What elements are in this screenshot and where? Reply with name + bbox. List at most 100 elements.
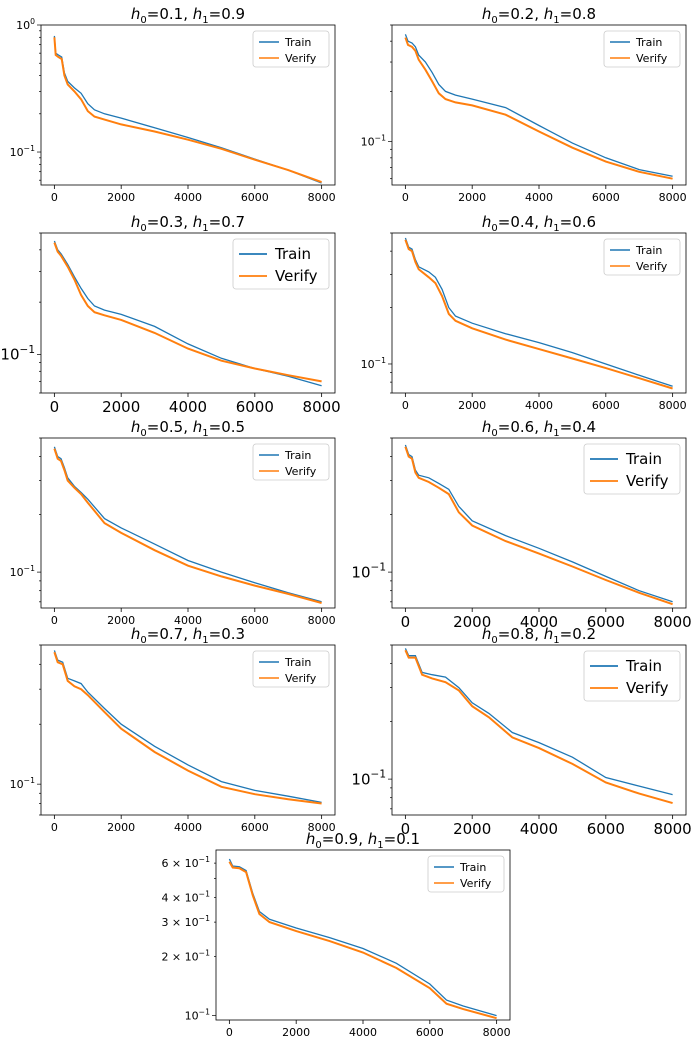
subplot-3: h0=0.3, h1=0.7 0 2000 4000 6000 8000 10−1 Train… (0, 213, 340, 416)
title-h0-value: =0.8, (498, 625, 544, 643)
y-tick-label: 4 × 10−1 (161, 890, 210, 905)
legend-label-verify: Verify (626, 679, 669, 697)
title-h1-value: =0.7 (209, 213, 245, 231)
title-h1-value: =0.1 (384, 830, 420, 848)
title-h-symbol: h (482, 5, 492, 23)
x-tick-label: 2000 (107, 191, 135, 204)
subplot-title: h0=0.2, h1=0.8 (482, 5, 596, 26)
y-tick-label: 10−1 (351, 562, 386, 582)
legend-label-train: Train (284, 36, 311, 49)
series-line-verify (404, 649, 673, 805)
legend: Train Verify (252, 443, 330, 481)
series-line-train (53, 240, 322, 387)
legend-label-train: Train (635, 244, 662, 257)
x-tick-label: 8000 (303, 398, 341, 416)
title-h-symbol: h (131, 5, 141, 23)
legend-label-verify: Verify (285, 465, 317, 478)
title-h0-value: =0.3, (147, 213, 193, 231)
title-h-symbol: h (131, 213, 141, 231)
x-tick-label: 4000 (174, 191, 202, 204)
x-tick-label: 2000 (458, 399, 486, 412)
series-line-verify (404, 37, 673, 180)
x-tick-label: 4000 (525, 399, 553, 412)
x-tick-label: 8000 (308, 821, 336, 834)
x-tick-label: 0 (402, 191, 409, 204)
subplot-2: h0=0.2, h1=0.8 0 2000 4000 6000 8000 10−1 Train… (361, 5, 687, 204)
legend-label-verify: Verify (636, 260, 668, 273)
x-tick-label: 6000 (416, 1026, 444, 1039)
subplot-title: h0=0.7, h1=0.3 (131, 625, 245, 646)
x-tick-label: 2000 (282, 1026, 310, 1039)
x-tick-label: 4000 (174, 821, 202, 834)
title-h0-value: =0.7, (147, 625, 193, 643)
y-tick-label: 2 × 10−1 (161, 949, 210, 964)
x-tick-label: 4000 (525, 191, 553, 204)
x-tick-label: 4000 (174, 614, 202, 627)
x-tick-label: 4000 (349, 1026, 377, 1039)
x-tick-label: 4000 (520, 820, 558, 838)
legend-label-train: Train (625, 450, 662, 468)
subplot-6: h0=0.6, h1=0.4 0 2000 4000 6000 8000 10−1 Train… (351, 418, 691, 631)
title-h-symbol: h (482, 213, 492, 231)
legend: Train Verify (232, 238, 330, 290)
x-tick-label: 2000 (453, 613, 491, 631)
title-h-symbol: h (131, 418, 141, 436)
legend: Train Verify (427, 855, 505, 893)
legend-label-verify: Verify (460, 877, 492, 890)
x-tick-label: 0 (402, 399, 409, 412)
subplot-title: h0=0.8, h1=0.2 (482, 625, 596, 646)
x-tick-label: 8000 (483, 1026, 511, 1039)
x-tick-label: 6000 (587, 613, 625, 631)
x-tick-label: 0 (51, 191, 58, 204)
series-line-verify (53, 448, 322, 604)
legend: Train Verify (252, 30, 330, 68)
subplot-1: h0=0.1, h1=0.9 0 2000 4000 6000 8000 100 10−1 Tr… (10, 5, 336, 204)
legend-label-verify: Verify (275, 267, 318, 285)
x-tick-label: 2000 (458, 191, 486, 204)
y-tick-label: 10−1 (361, 356, 386, 371)
title-h-symbol: h (482, 418, 492, 436)
x-tick-label: 2000 (102, 398, 140, 416)
x-tick-label: 4000 (520, 613, 558, 631)
y-tick-label: 10−1 (10, 564, 35, 579)
series-line-verify (228, 861, 497, 1020)
y-tick-label: 3 × 10−1 (161, 914, 210, 929)
legend: Train Verify (252, 650, 330, 688)
legend: Train Verify (583, 650, 681, 702)
x-tick-label: 8000 (308, 614, 336, 627)
x-tick-label: 6000 (241, 821, 269, 834)
x-tick-label: 2000 (107, 821, 135, 834)
x-tick-label: 8000 (659, 399, 687, 412)
title-h0-value: =0.2, (498, 5, 544, 23)
legend-label-verify: Verify (636, 52, 668, 65)
y-tick-label: 10−1 (351, 769, 386, 789)
series-line-verify (404, 446, 673, 606)
title-h0-value: =0.1, (147, 5, 193, 23)
subplot-title: h0=0.3, h1=0.7 (131, 213, 245, 234)
y-tick-label: 10−1 (0, 344, 35, 364)
series-line-verify (404, 239, 673, 390)
legend: Train Verify (583, 443, 681, 495)
title-h0-value: =0.6, (498, 418, 544, 436)
subplot-5: h0=0.5, h1=0.5 0 2000 4000 6000 8000 10−1 Train… (10, 418, 336, 627)
subplot-4: h0=0.4, h1=0.6 0 2000 4000 6000 8000 10−1 Train… (361, 213, 687, 412)
legend-label-train: Train (635, 36, 662, 49)
y-tick-label: 10−1 (10, 144, 35, 159)
title-h0-value: =0.5, (147, 418, 193, 436)
x-tick-label: 8000 (654, 820, 692, 838)
series-line-verify (53, 651, 322, 805)
subplot-title: h0=0.5, h1=0.5 (131, 418, 245, 439)
series-line-train (228, 858, 497, 1017)
title-h1-value: =0.5 (209, 418, 245, 436)
legend-label-verify: Verify (285, 672, 317, 685)
title-h0-value: =0.9, (322, 830, 368, 848)
subplot-title: h0=0.1, h1=0.9 (131, 5, 245, 26)
x-tick-label: 8000 (654, 613, 692, 631)
x-tick-label: 6000 (592, 399, 620, 412)
x-tick-label: 0 (51, 614, 58, 627)
x-tick-label: 0 (226, 1026, 233, 1039)
legend-label-train: Train (284, 449, 311, 462)
y-tick-label: 6 × 10−1 (161, 855, 210, 870)
x-tick-label: 8000 (659, 191, 687, 204)
